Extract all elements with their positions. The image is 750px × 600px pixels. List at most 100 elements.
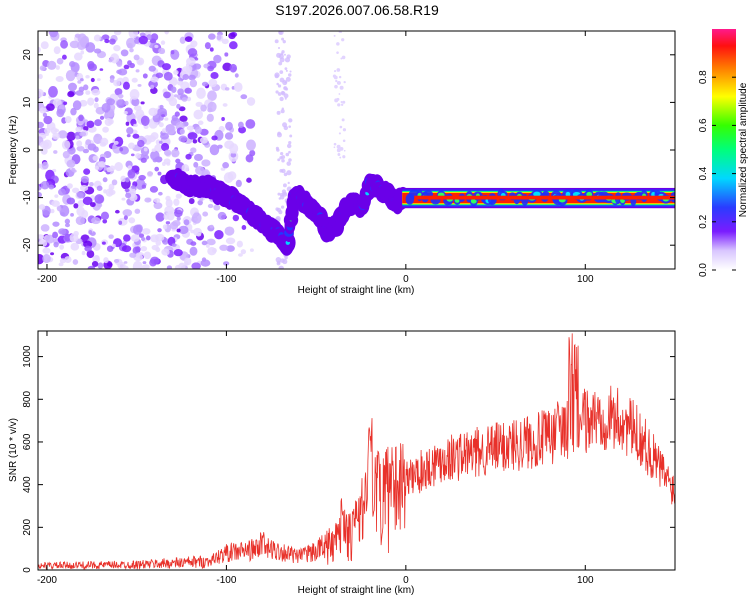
spectrogram-noise-blob	[201, 159, 211, 167]
spectrogram-noise-blob	[127, 165, 133, 170]
spectrogram-noise-blob	[173, 209, 183, 218]
spectrogram-streak-blob	[279, 96, 284, 102]
spectrogram-noise-blob	[89, 202, 96, 208]
spectrogram-noise-blob	[222, 162, 230, 169]
spectrogram-noise-blob	[99, 68, 104, 71]
spectrogram-noise-blob	[57, 130, 68, 139]
spectrogram-noise-blob	[127, 60, 132, 66]
spectrogram-noise-blob	[39, 240, 48, 247]
spectrogram-streak-blob	[282, 193, 286, 196]
spectrogram-noise-blob	[53, 150, 58, 154]
spectrogram-noise-blob	[85, 75, 90, 79]
spectrogram-streak-blob	[339, 85, 344, 90]
spectrogram-noise-blob	[52, 231, 59, 239]
spectrogram-streak-blob	[277, 84, 282, 88]
spectrogram-noise-blob	[191, 262, 201, 269]
spectrogram-noise-blob	[120, 175, 127, 183]
spectrogram-noise-blob	[81, 210, 89, 219]
spectrogram-streak-blob	[342, 100, 346, 104]
spectrogram-streak-blob	[338, 75, 342, 79]
spectrogram-noise-blob	[61, 140, 71, 150]
spectrogram-noise-blob	[54, 194, 59, 198]
spectrogram-noise-blob	[214, 230, 224, 240]
spectrogram-noise-blob	[122, 209, 133, 217]
spectrogram-noise-blob	[93, 133, 103, 145]
spectrogram-noise-blob	[59, 205, 70, 217]
spectrogram-noise-blob	[163, 213, 170, 220]
snr-y-axis-label: SNR (10 * v/v)	[8, 418, 19, 482]
snr-x-tick-label: -100	[216, 575, 236, 586]
spectrogram-noise-blob	[103, 112, 110, 120]
spectrogram-streak-blob	[288, 118, 293, 123]
spectrogram-noise-blob	[145, 235, 151, 241]
spectrogram-noise-blob	[150, 87, 158, 95]
spectrogram-noise-blob	[238, 253, 243, 257]
spectrogram-streak-blob	[281, 37, 285, 41]
spectrogram-noise-blob	[233, 82, 243, 92]
spectrogram-y-tick-label: 20	[22, 49, 33, 61]
spectrogram-noise-blob	[115, 209, 120, 214]
spectrogram-noise-blob	[121, 197, 126, 201]
spectrogram-noise-blob	[157, 228, 162, 233]
snr-x-axis-label: Height of straight line (km)	[298, 585, 415, 596]
spectrogram-noise-blob	[150, 76, 159, 83]
spectrogram-noise-blob	[59, 244, 65, 250]
spectrogram-noise-blob	[64, 115, 72, 124]
spectrogram-noise-blob	[133, 123, 138, 128]
spectrogram-noise-blob	[225, 121, 233, 131]
spectrogram-noise-blob	[102, 177, 108, 183]
spectrogram-noise-blob	[64, 256, 72, 264]
spectrogram-noise-blob	[200, 104, 207, 112]
spectrogram-noise-blob	[113, 79, 121, 87]
spectrogram-noise-blob	[224, 226, 235, 236]
spectrogram-streak-blob	[339, 156, 342, 159]
spectrogram-noise-blob	[104, 38, 110, 44]
colorbar-gradient	[712, 29, 736, 270]
spectrogram-noise-blob	[201, 257, 207, 262]
spectrogram-noise-blob	[207, 90, 217, 102]
spectrogram-noise-blob	[88, 229, 93, 235]
spectrogram-noise-blob	[94, 165, 100, 170]
spectrogram-noise-blob	[135, 224, 143, 233]
spectrogram-noise-blob	[38, 234, 45, 240]
spectrogram-streak-blob	[281, 50, 285, 54]
spectrogram-noise-blob	[113, 31, 122, 36]
spectrogram-noise-blob	[69, 233, 79, 243]
spectrogram-streak-blob	[337, 103, 341, 107]
snr-y-ticks: 0 200 400 600 800 1000	[22, 345, 675, 573]
spectrogram-streak-blob	[281, 155, 286, 159]
spectrogram-x-tick-label: 0	[403, 274, 409, 285]
spectrogram-noise-blob	[135, 246, 141, 253]
spectrogram-x-tick-label: -200	[37, 274, 57, 285]
spectrogram-streak-blob	[340, 31, 342, 34]
spectrogram-noise-blob	[62, 151, 70, 159]
spectrogram-noise-blob	[114, 162, 123, 172]
spectrogram-x-axis-label: Height of straight line (km)	[298, 285, 415, 296]
spectrogram-noise-blob	[76, 140, 83, 147]
spectrogram-noise-blob	[38, 163, 42, 169]
spectrogram-noise-blob	[42, 112, 48, 118]
spectrogram-streak-blob	[339, 125, 343, 129]
spectrogram-noise-blob	[190, 40, 198, 48]
spectrogram-noise-blob	[178, 225, 189, 235]
spectrogram-streak-blob	[288, 125, 292, 129]
spectrogram-noise-blob	[160, 132, 170, 140]
spectrogram-noise-blob	[151, 244, 159, 251]
spectrogram-streak-blob	[280, 205, 285, 209]
spectrogram-noise-blob	[135, 152, 141, 159]
spectrogram-noise-blob	[222, 103, 228, 107]
snr-y-tick-label: 800	[22, 391, 33, 408]
spectrogram-noise-blob	[111, 179, 118, 186]
spectrogram-noise-blob	[224, 87, 230, 91]
snr-plot-area	[38, 331, 675, 570]
spectrogram-noise-blob	[151, 148, 156, 153]
spectrogram-noise-blob	[68, 82, 77, 92]
spectrogram-noise-blob	[94, 97, 99, 103]
spectrogram-noise-blob	[240, 249, 247, 255]
spectrogram-noise-blob	[113, 44, 121, 52]
spectrogram-streak-blob	[280, 109, 285, 114]
spectrogram-streak-blob	[274, 39, 279, 44]
spectrogram-noise-blob	[40, 224, 50, 232]
spectrogram-noise-blob	[80, 175, 90, 184]
spectrogram-noise-blob	[41, 161, 49, 170]
